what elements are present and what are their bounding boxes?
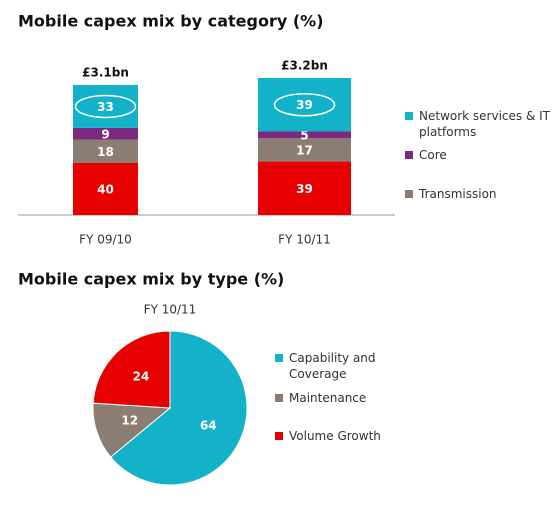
total-label: £3.2bn: [281, 59, 328, 73]
data-label: 40: [97, 183, 114, 197]
legend-swatch: [405, 190, 413, 198]
legend-swatch: [275, 432, 283, 440]
label-ring: [74, 94, 137, 119]
bar-segment: [73, 139, 138, 163]
data-label: 17: [296, 143, 313, 157]
data-label: 64: [200, 419, 217, 433]
data-label: 9: [101, 127, 109, 141]
legend-item: Network services & IT platforms: [405, 108, 555, 140]
data-label: 33: [97, 100, 114, 114]
legend-label: Core: [419, 148, 447, 162]
legend-item: Volume Growth: [275, 428, 429, 444]
legend-label: Network services & IT platforms: [419, 109, 551, 139]
data-label: 12: [121, 414, 138, 428]
bar-segment: [258, 131, 351, 139]
total-label: £3.1bn: [82, 66, 129, 80]
data-label: 18: [97, 145, 114, 159]
legend-label: Volume Growth: [289, 429, 381, 443]
bar-segment: [258, 138, 351, 162]
chart-subtitle: FY 10/11: [144, 303, 197, 317]
data-label: 39: [296, 98, 313, 112]
bar-segment: [73, 127, 138, 140]
bar-segment: [258, 161, 351, 215]
bar-segment: [258, 78, 351, 132]
legend-label: Transmission: [419, 187, 497, 201]
legend-item: Core: [405, 147, 555, 163]
x-tick-label: FY 09/10: [79, 233, 132, 247]
bar-segment: [73, 85, 138, 128]
data-label: 39: [296, 182, 313, 196]
legend-swatch: [275, 354, 283, 362]
legend-swatch: [275, 394, 283, 402]
data-label: 5: [300, 128, 308, 142]
legend-swatch: [405, 112, 413, 120]
data-label: 24: [133, 370, 150, 384]
label-ring: [273, 92, 336, 117]
x-tick-label: FY 10/11: [278, 233, 331, 247]
pie-slice: [92, 330, 171, 409]
legend-item: Maintenance: [275, 390, 429, 406]
legend-label: Maintenance: [289, 391, 367, 405]
legend-label: Capability and Coverage: [289, 351, 376, 381]
chart-title: Mobile capex mix by type (%): [18, 270, 284, 289]
legend-item: Transmission: [405, 186, 555, 202]
bar-segment: [73, 163, 138, 215]
pie-slice: [109, 330, 248, 486]
legend-swatch: [405, 151, 413, 159]
legend-item: Capability and Coverage: [275, 350, 429, 382]
chart-title: Mobile capex mix by category (%): [18, 12, 324, 31]
